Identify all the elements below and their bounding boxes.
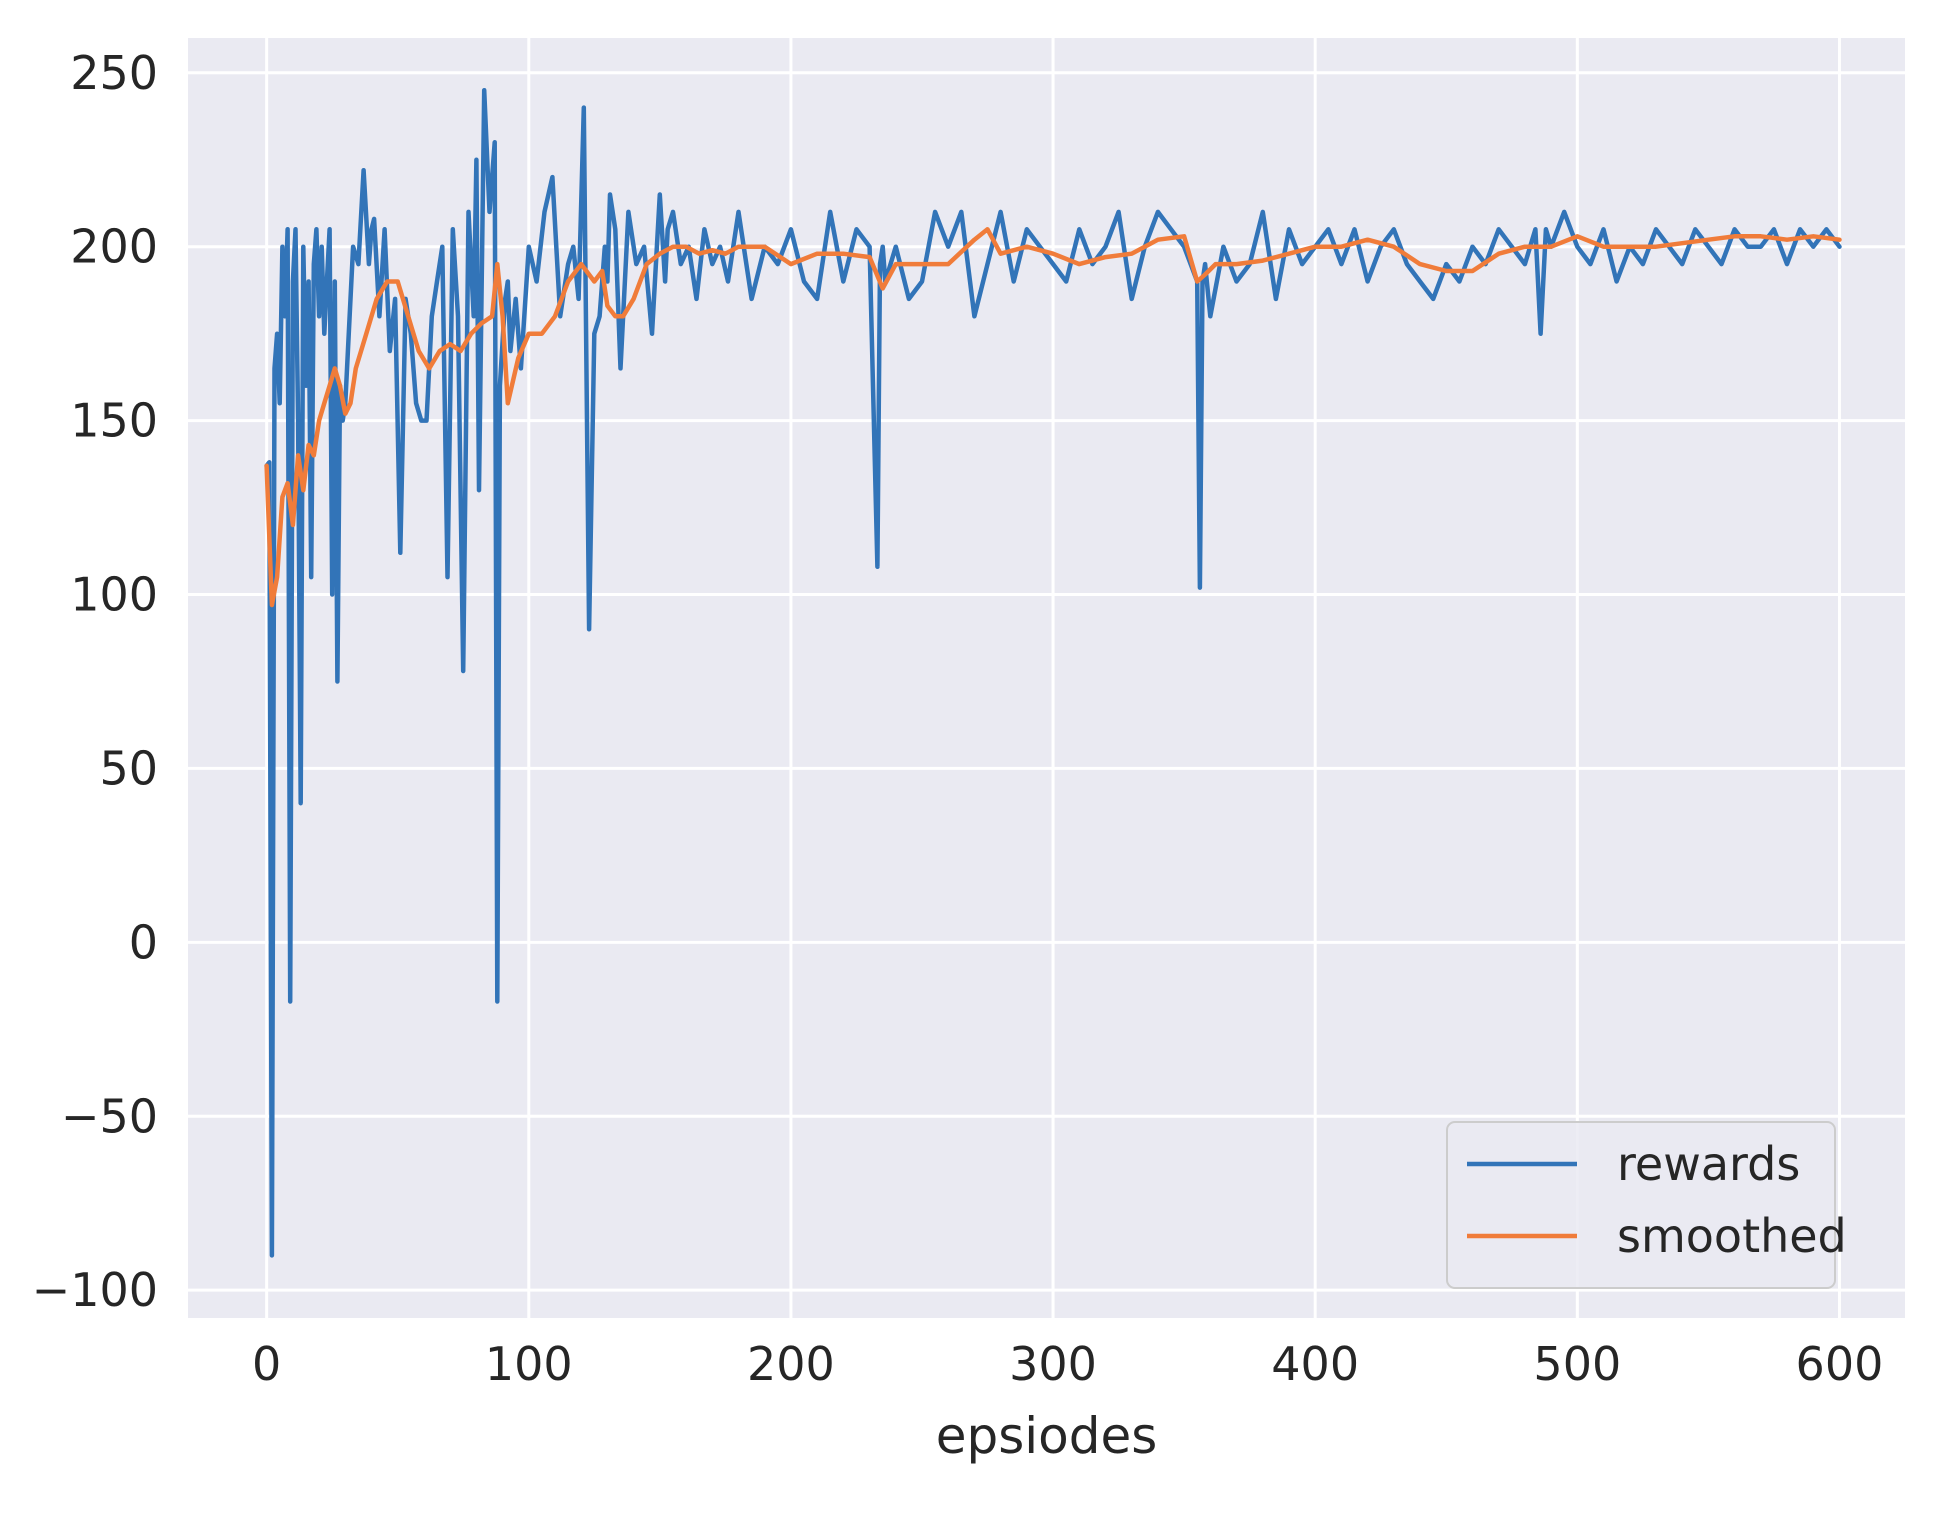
x-tick-label: 0 <box>252 1337 281 1391</box>
tick-labels: 0 100 200 300 400 500 600 −100 −50 0 50 100 150 200 25… <box>32 46 1884 1391</box>
x-tick-label: 100 <box>485 1337 573 1391</box>
series-line-smoothed <box>264 227 1842 608</box>
y-tick-label: 150 <box>70 394 158 448</box>
y-tick-label: 50 <box>99 741 158 795</box>
series-lines <box>264 87 1842 1258</box>
y-tick-label: −100 <box>32 1263 158 1317</box>
x-tick-label: 200 <box>747 1337 835 1391</box>
y-tick-label: 200 <box>70 220 158 274</box>
x-tick-label: 500 <box>1533 1337 1621 1391</box>
x-tick-label: 400 <box>1271 1337 1359 1391</box>
x-tick-label: 300 <box>1009 1337 1097 1391</box>
y-tick-label: 100 <box>70 568 158 622</box>
y-tick-label: 0 <box>129 915 158 969</box>
legend: rewards smoothed <box>1446 1121 1847 1289</box>
x-axis-title: epsiodes <box>936 1407 1158 1465</box>
legend-label-smoothed: smoothed <box>1617 1209 1847 1263</box>
y-tick-label: −50 <box>61 1089 158 1143</box>
x-tick-label: 600 <box>1796 1337 1884 1391</box>
legend-label-rewards: rewards <box>1617 1137 1800 1191</box>
grid-lines <box>188 38 1905 1318</box>
y-tick-label: 250 <box>70 46 158 100</box>
